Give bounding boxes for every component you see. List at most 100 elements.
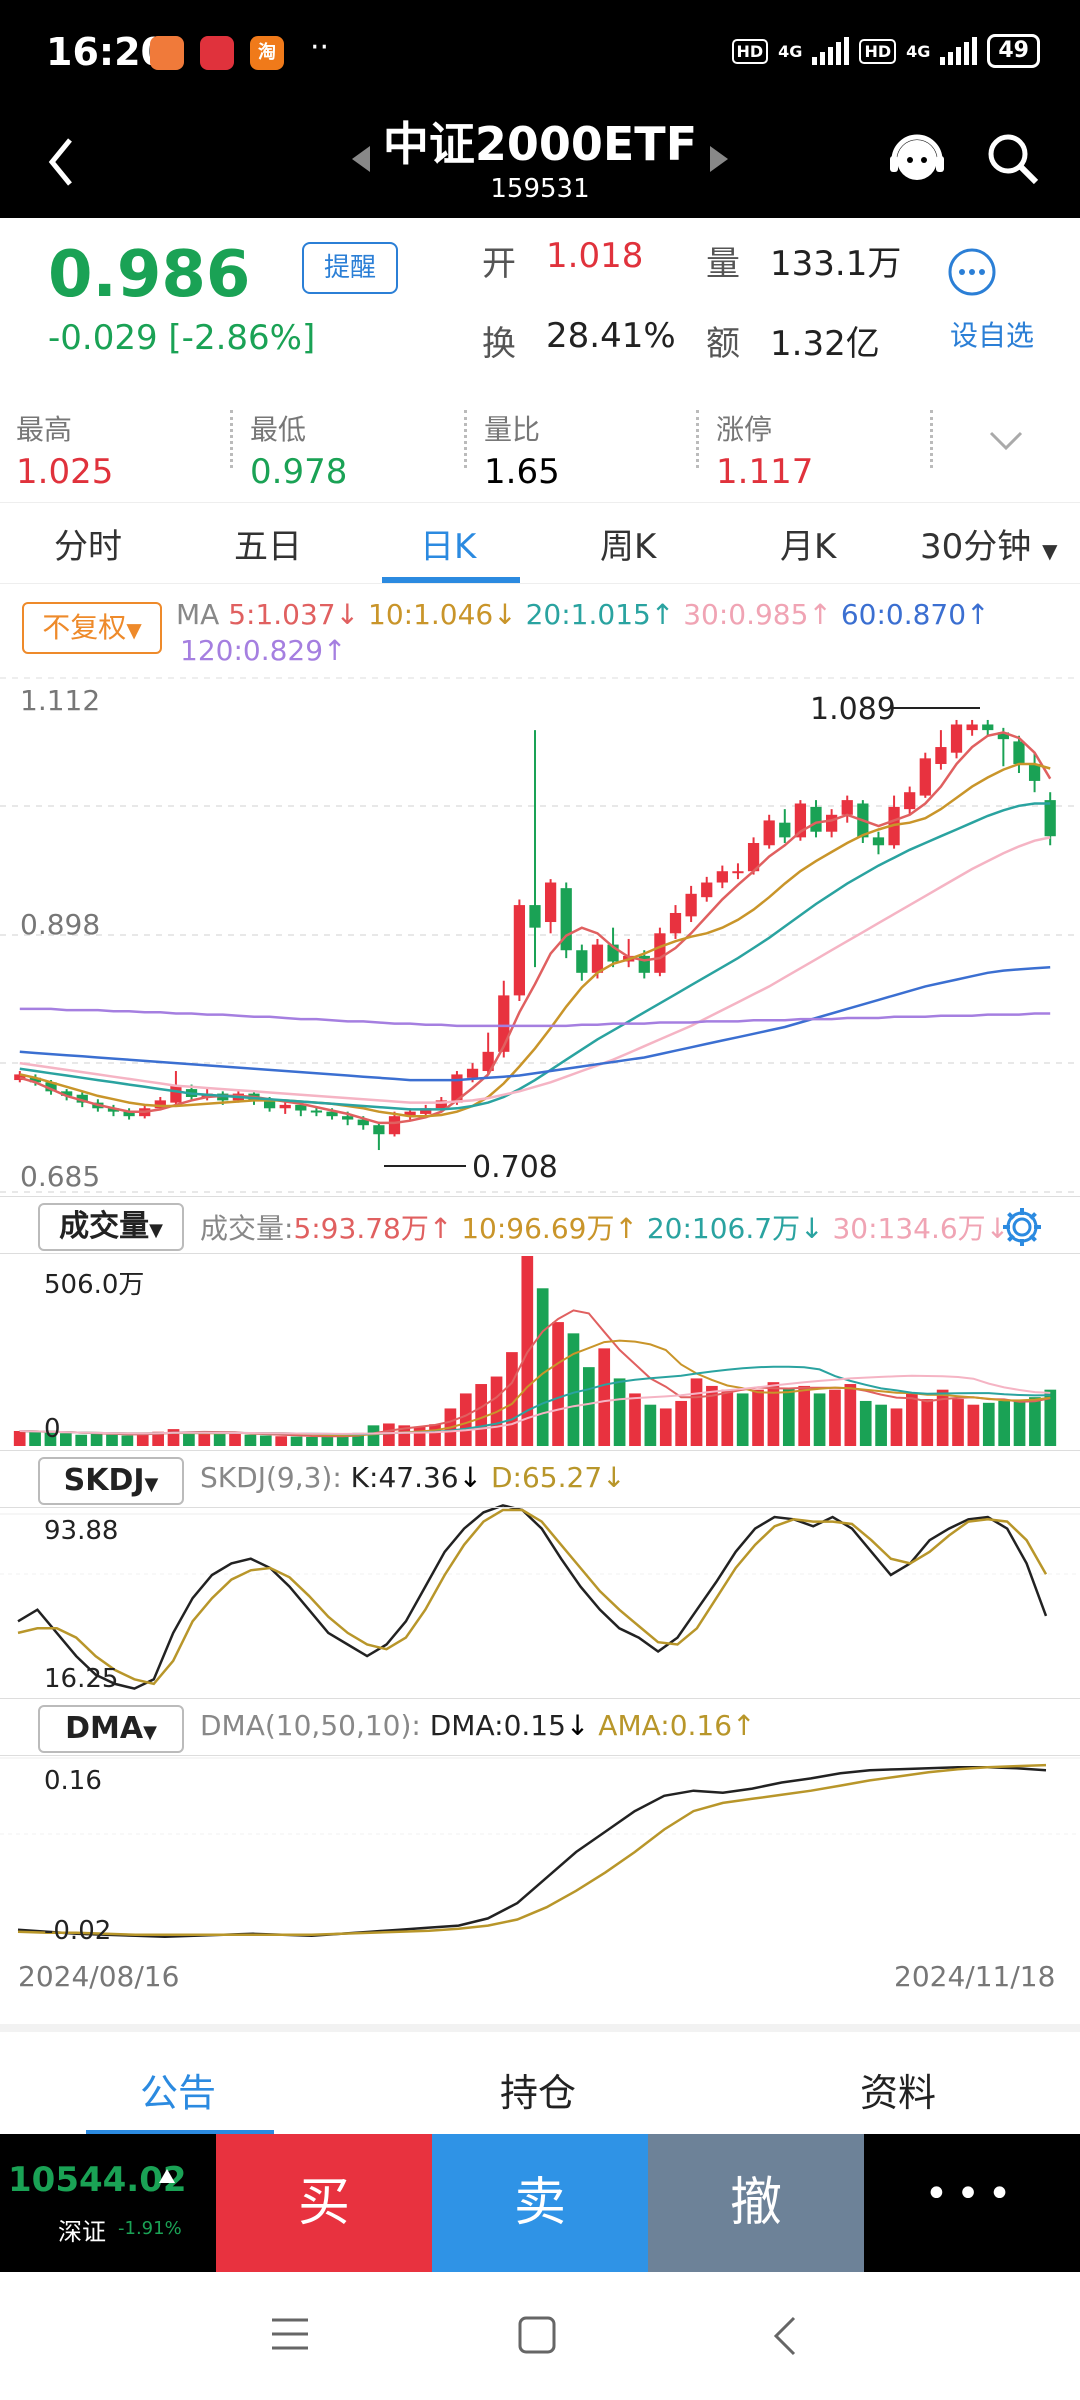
candle-body bbox=[295, 1104, 307, 1111]
amount-label: 额 bbox=[706, 324, 740, 364]
stat-value: 0.978 bbox=[250, 452, 348, 492]
volume-prefix: 成交量: bbox=[200, 1212, 294, 1245]
dropdown-icon: ▼ bbox=[143, 1722, 157, 1743]
tab-announcements[interactable]: 公告 bbox=[140, 2071, 217, 2115]
sell-button[interactable]: 卖 bbox=[432, 2134, 648, 2272]
index-ticker[interactable]: 10544.02 深证 -1.91% bbox=[0, 2134, 216, 2272]
volume-selector[interactable]: 成交量▼ bbox=[38, 1203, 184, 1251]
candle-body bbox=[966, 724, 978, 731]
tab-daily-k[interactable]: 日K bbox=[420, 527, 477, 567]
customer-service-icon[interactable] bbox=[888, 130, 946, 188]
volume-bar bbox=[952, 1399, 964, 1446]
tab-holdings[interactable]: 持仓 bbox=[500, 2071, 577, 2115]
skdj-selector[interactable]: SKDJ▼ bbox=[38, 1457, 184, 1505]
candle-body bbox=[342, 1116, 354, 1120]
volume-bar bbox=[321, 1436, 334, 1446]
more-button[interactable]: ••• bbox=[864, 2134, 1080, 2272]
candle-body bbox=[404, 1111, 416, 1117]
remind-button[interactable]: 提醒 bbox=[302, 242, 398, 294]
price-change: -0.029 [-2.86%] bbox=[48, 318, 315, 358]
volume-selector-label: 成交量 bbox=[59, 1209, 150, 1244]
volume-bar bbox=[644, 1404, 657, 1446]
volume-ma-values: 成交量:5:93.78万↑ 10:96.69万↑ 20:106.7万↓ 30:1… bbox=[200, 1207, 1009, 1247]
dma-header: DMA▼ DMA(10,50,10): DMA:0.15↓ AMA:0.16↑ bbox=[0, 1698, 1080, 1756]
arrow-down-icon: ↓ bbox=[602, 1461, 626, 1494]
tab-profile[interactable]: 资料 bbox=[860, 2071, 937, 2115]
arrow-up-icon: ↑ bbox=[732, 1709, 756, 1742]
skdj-axis-top: 93.88 bbox=[44, 1516, 119, 1546]
adjust-selector[interactable]: 不复权▼ bbox=[22, 602, 162, 654]
search-icon[interactable] bbox=[984, 130, 1042, 188]
volume-bar bbox=[813, 1393, 826, 1446]
menu-icon[interactable] bbox=[270, 2316, 310, 2352]
buy-button[interactable]: 买 bbox=[216, 2134, 432, 2272]
stat-label: 最低 bbox=[250, 413, 307, 446]
volume-bar bbox=[659, 1408, 672, 1446]
volume-bar bbox=[706, 1385, 718, 1446]
volume-bar bbox=[229, 1432, 241, 1446]
dma-value: DMA:0.15 bbox=[429, 1709, 566, 1742]
dropdown-icon: ▼ bbox=[126, 618, 142, 642]
next-stock-icon[interactable] bbox=[708, 144, 730, 174]
tab-weekly-k[interactable]: 周K bbox=[600, 527, 657, 567]
volume-label: 量 bbox=[706, 244, 740, 284]
candle-body bbox=[747, 843, 760, 872]
volume-bar bbox=[275, 1436, 288, 1446]
hd-badge: HD bbox=[731, 38, 769, 64]
volume-bar bbox=[29, 1431, 41, 1446]
back-nav-icon[interactable] bbox=[772, 2316, 798, 2356]
price-axis-top: 1.112 bbox=[20, 684, 101, 717]
add-favorite-icon[interactable] bbox=[946, 246, 998, 298]
volume-bar bbox=[336, 1435, 349, 1446]
volume-bar bbox=[752, 1389, 764, 1446]
arrow-down-icon: ↓ bbox=[458, 1461, 483, 1494]
start-date: 2024/08/16 bbox=[18, 1960, 180, 1993]
volume-bar bbox=[721, 1389, 734, 1446]
volume-bar bbox=[306, 1436, 318, 1446]
chart-area[interactable]: 1.112 0.898 0.685 1.089 0.708 成交量▼ 成交量:5… bbox=[0, 674, 1080, 1984]
cancel-order-button[interactable]: 撤 bbox=[648, 2134, 864, 2272]
tab-monthly-k[interactable]: 月K bbox=[780, 527, 837, 567]
previous-stock-icon[interactable] bbox=[350, 144, 372, 174]
arrow-up-icon: ↑ bbox=[966, 598, 990, 631]
kline-charts[interactable] bbox=[0, 674, 1080, 1984]
ma-line-ma120 bbox=[19, 1007, 1051, 1028]
back-icon[interactable] bbox=[42, 132, 82, 192]
dma-axis-bottom: -0.02 bbox=[44, 1916, 112, 1946]
ma-line-ma20 bbox=[19, 802, 1051, 1111]
ma30-value: 30:0.985 bbox=[683, 598, 809, 631]
candle-body bbox=[591, 944, 604, 973]
volume-bar bbox=[1044, 1389, 1057, 1446]
add-favorite-button[interactable]: 设自选 bbox=[950, 319, 1035, 352]
settings-gear-icon[interactable] bbox=[1000, 1205, 1044, 1249]
tab-five-day[interactable]: 五日 bbox=[234, 527, 302, 567]
active-tab-indicator bbox=[86, 2130, 274, 2136]
tab-intraday[interactable]: 分时 bbox=[54, 527, 122, 567]
ma-values-row: MA 5:1.037↓ 10:1.046↓ 20:1.015↑ 30:0.985… bbox=[176, 598, 990, 631]
candle-body bbox=[669, 912, 682, 934]
volume-bar bbox=[859, 1400, 872, 1446]
dma-line-dma bbox=[17, 1765, 1047, 1939]
expand-chevron-icon[interactable] bbox=[988, 430, 1024, 452]
candle-body bbox=[701, 882, 713, 898]
arrow-down-icon: ↓ bbox=[800, 1212, 824, 1245]
volume-bar bbox=[213, 1433, 226, 1446]
index-value: 10544.02 bbox=[8, 2160, 187, 2200]
volume-bar bbox=[921, 1399, 934, 1446]
end-date: 2024/11/18 bbox=[894, 1960, 1056, 1993]
stat-volume-ratio: 量比 1.65 bbox=[484, 408, 560, 492]
home-icon[interactable] bbox=[518, 2316, 556, 2354]
vol-ma5: 5:93.78万 bbox=[293, 1212, 429, 1245]
candle-body bbox=[763, 820, 775, 846]
stat-limit-up: 涨停 1.117 bbox=[716, 408, 813, 492]
period-tabs: 分时 五日 日K 周K 月K 30分钟 ▼ bbox=[0, 502, 1080, 584]
dma-selector[interactable]: DMA▼ bbox=[38, 1705, 184, 1753]
volume-bar bbox=[998, 1400, 1011, 1446]
candle-body bbox=[638, 955, 650, 973]
volume-bar bbox=[413, 1426, 426, 1446]
arrow-down-icon: ↓ bbox=[985, 1212, 1010, 1245]
app-a-icon bbox=[150, 36, 184, 70]
tab-30-minute[interactable]: 30分钟 ▼ bbox=[920, 519, 1057, 568]
triangle-up-icon bbox=[159, 2169, 175, 2183]
skdj-d-value: D:65.27 bbox=[491, 1461, 603, 1494]
